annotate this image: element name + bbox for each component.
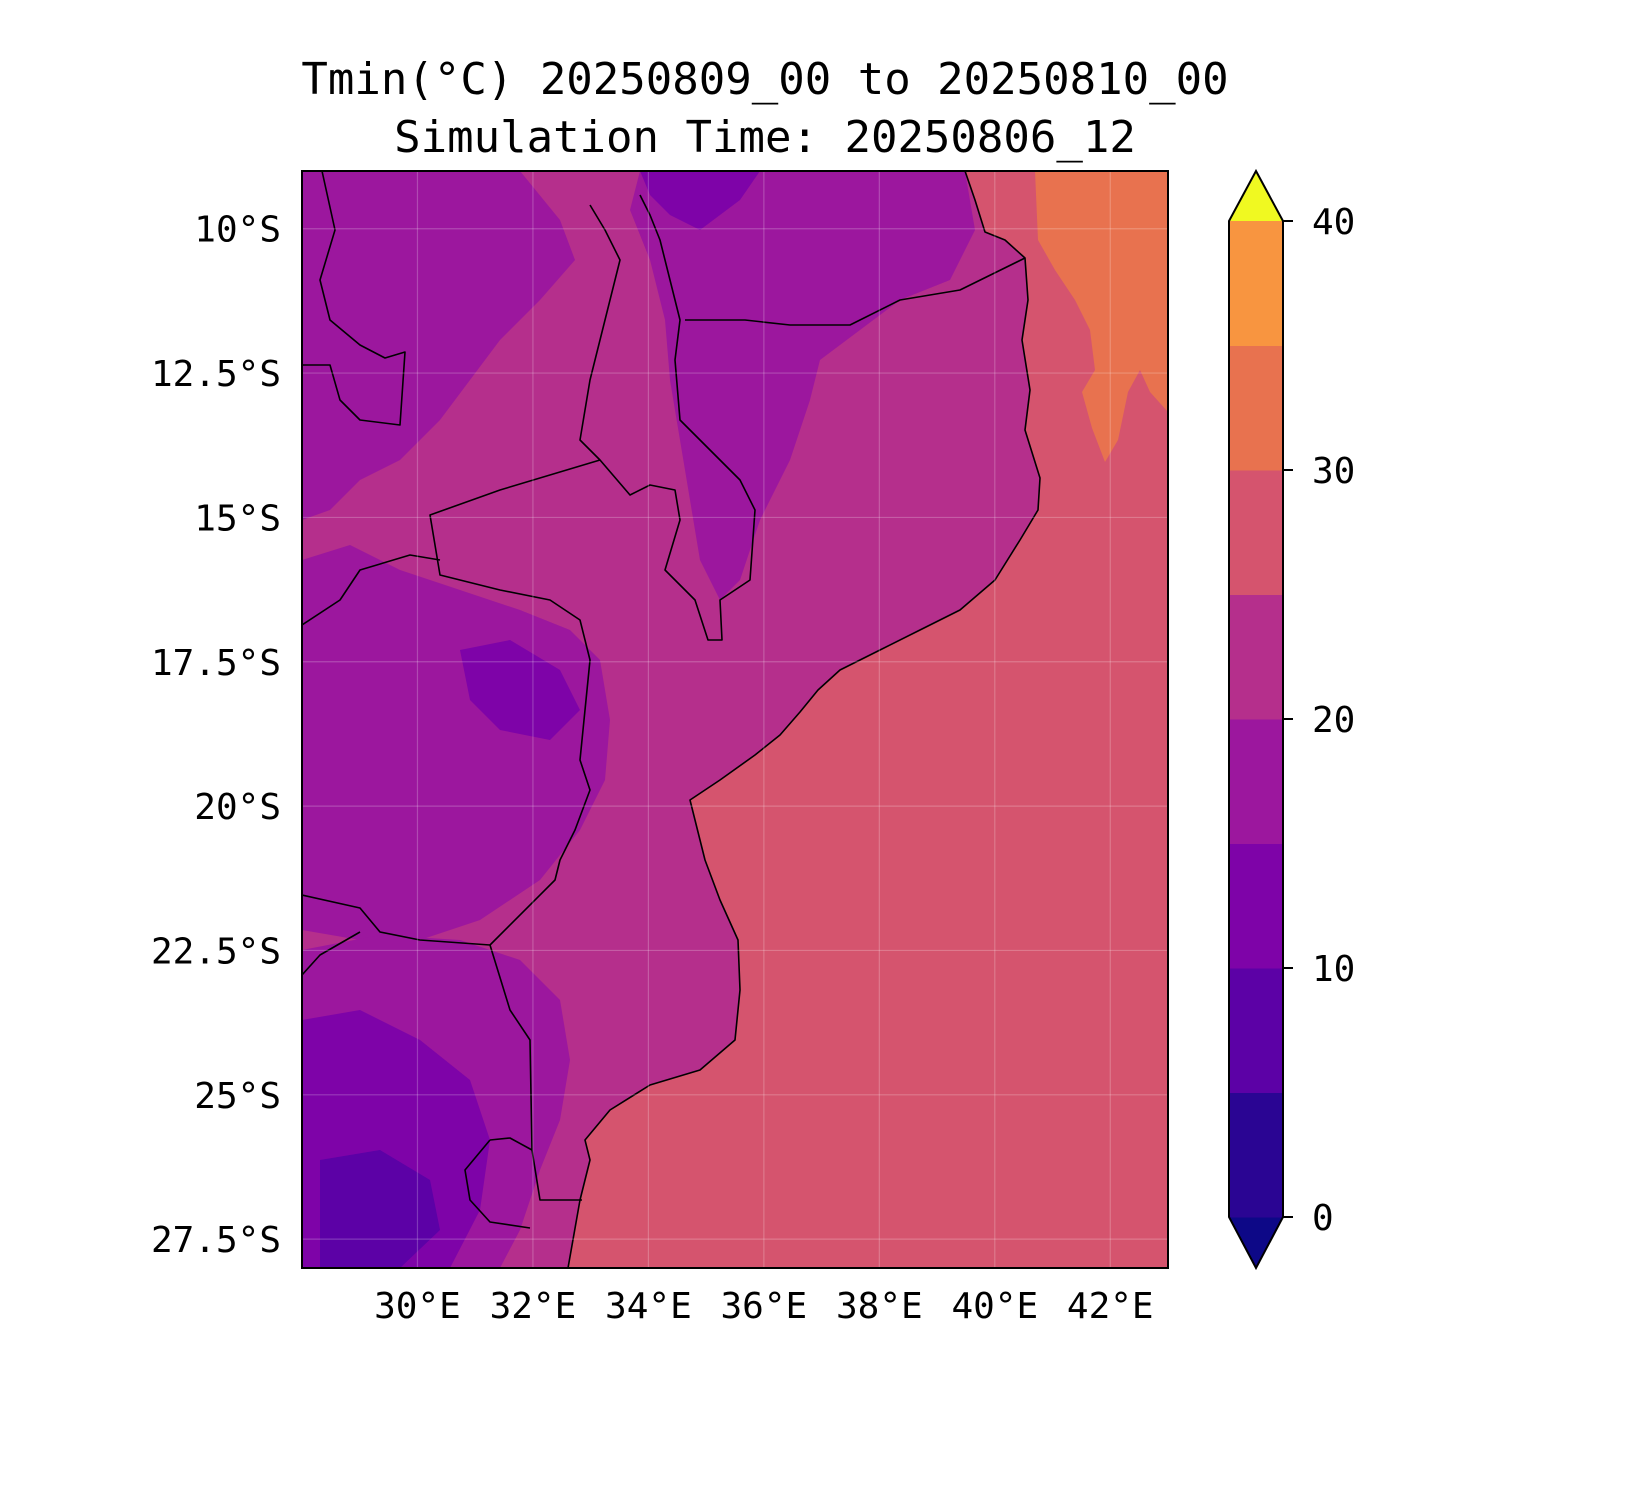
colorbar-tick-label: 10 bbox=[1312, 949, 1355, 990]
colorbar-segment bbox=[1229, 594, 1283, 720]
land-coldest-southwest bbox=[320, 1150, 440, 1268]
lat-tick-label: 12.5°S bbox=[151, 354, 281, 395]
colorbar-tick-label: 40 bbox=[1312, 202, 1355, 243]
lat-tick-label: 15°S bbox=[194, 498, 281, 539]
border-zambia-drc bbox=[302, 171, 406, 426]
colorbar-tick-label: 30 bbox=[1312, 451, 1355, 492]
colorbar-ticks: 0 10 20 30 40 bbox=[1283, 202, 1355, 1239]
gridlines bbox=[302, 171, 1168, 1268]
colorbar-segment bbox=[1229, 345, 1283, 471]
lon-tick-label: 40°E bbox=[951, 1286, 1038, 1327]
border-zimbabwe bbox=[302, 554, 582, 1201]
border-zambia-mozambique bbox=[429, 459, 601, 946]
ocean-warm-region bbox=[1035, 171, 1168, 462]
colorbar-segment bbox=[1229, 843, 1283, 969]
border-south-africa bbox=[302, 931, 533, 1229]
map-subtitle: Simulation Time: 20250806_12 bbox=[394, 112, 1136, 163]
coastline bbox=[567, 171, 1041, 1268]
land-cool-northeast bbox=[630, 171, 975, 600]
lat-tick-label: 10°S bbox=[194, 210, 281, 251]
colorbar-extend-min bbox=[1229, 1217, 1283, 1268]
land-cold-north bbox=[640, 171, 760, 230]
latitude-labels: 10°S 12.5°S 15°S 17.5°S 20°S 22.5°S 25°S 27.5°S bbox=[151, 210, 281, 1261]
lon-tick-label: 34°E bbox=[605, 1286, 692, 1327]
border-tanzania-mozambique bbox=[685, 257, 1026, 326]
colorbar-tick-label: 0 bbox=[1312, 1198, 1334, 1239]
colorbar-extend-max bbox=[1229, 171, 1283, 221]
lat-tick-label: 25°S bbox=[194, 1076, 281, 1117]
colorbar-segment bbox=[1229, 1092, 1283, 1218]
colorbar bbox=[1228, 168, 1284, 1271]
lat-tick-label: 27.5°S bbox=[151, 1220, 281, 1261]
land-cool-central bbox=[302, 545, 610, 940]
border-malawi-west bbox=[579, 194, 756, 641]
borders bbox=[302, 171, 1041, 1268]
colorbar-segment bbox=[1229, 470, 1283, 595]
lon-tick-label: 30°E bbox=[374, 1286, 461, 1327]
lat-tick-label: 22.5°S bbox=[151, 931, 281, 972]
colorbar-tick-label: 20 bbox=[1312, 700, 1355, 741]
lon-tick-label: 36°E bbox=[721, 1286, 808, 1327]
longitude-labels: 30°E 32°E 34°E 36°E 38°E 40°E 42°E bbox=[374, 1286, 1154, 1327]
lat-tick-label: 20°S bbox=[194, 787, 281, 828]
lon-tick-label: 32°E bbox=[490, 1286, 577, 1327]
lat-tick-label: 17.5°S bbox=[151, 643, 281, 684]
map-panel bbox=[302, 171, 1168, 1268]
land-cold-central bbox=[460, 640, 580, 740]
colorbar-segment bbox=[1229, 221, 1283, 346]
lon-tick-label: 38°E bbox=[836, 1286, 923, 1327]
lon-tick-label: 42°E bbox=[1067, 1286, 1154, 1327]
map-frame bbox=[301, 170, 1169, 1269]
colorbar-segment bbox=[1229, 719, 1283, 844]
colorbar-segment bbox=[1229, 968, 1283, 1093]
map-title: Tmin(°C) 20250809_00 to 20250810_00 bbox=[301, 54, 1229, 105]
land-cool-north bbox=[302, 171, 575, 520]
